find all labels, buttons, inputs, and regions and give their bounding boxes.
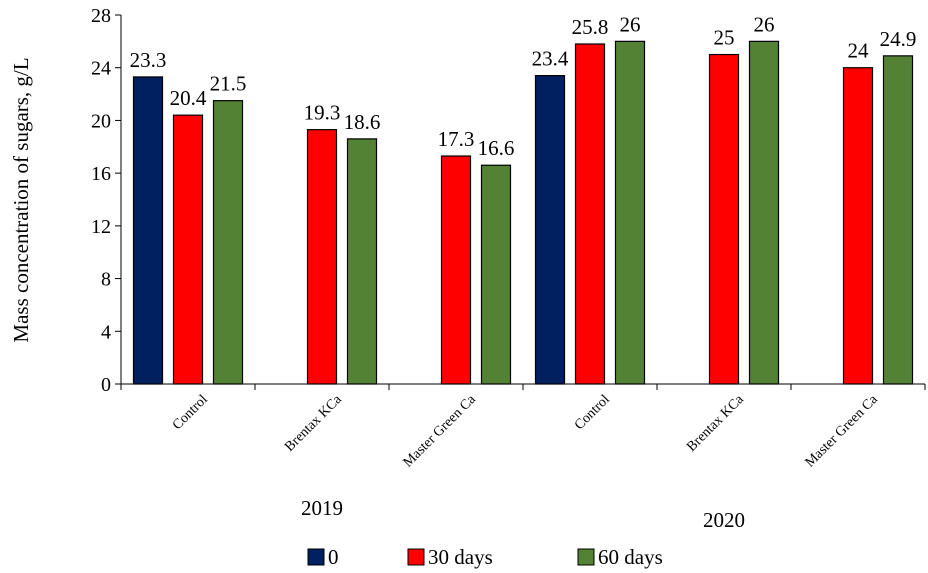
data-label: 16.6	[478, 136, 515, 160]
bar-0-control-3	[534, 75, 566, 385]
group-labels: 2019 2020	[301, 496, 745, 532]
y-tick-label: 12	[91, 216, 111, 238]
y-axis-title: Mass concentration of sugars, g/L	[9, 57, 33, 342]
legend-label-60-days: 60 days	[598, 545, 663, 569]
legend: 0 30 days 60 days	[307, 545, 663, 569]
data-label: 20.4	[170, 86, 207, 110]
legend-label-0: 0	[328, 545, 339, 569]
x-axis	[120, 383, 926, 390]
bar-60-days-brentax-kca-1	[346, 138, 378, 385]
y-tick-label: 0	[101, 374, 111, 396]
y-tick-label: 8	[101, 269, 111, 291]
category-label-master-green-ca: Master Green Ca	[803, 392, 882, 471]
bar-60-days-brentax-kca-4	[748, 40, 780, 385]
group-label-2020: 2020	[703, 508, 745, 532]
data-label: 26	[620, 12, 641, 36]
category-label-brentax-kca: Brentax KCa	[684, 392, 747, 455]
bar-60-days-master-green-ca-5	[882, 55, 914, 385]
bar-30-days-control-0	[172, 114, 204, 385]
data-label: 25	[714, 26, 735, 50]
bar-0-control-0	[132, 76, 164, 385]
legend-label-30-days: 30 days	[428, 545, 493, 569]
category-label-master-green-ca: Master Green Ca	[401, 392, 480, 471]
bar-30-days-master-green-ca-5	[842, 67, 874, 385]
category-label-control: Control	[170, 392, 211, 433]
y-tick-label: 28	[91, 5, 111, 27]
bar-60-days-control-3	[614, 40, 646, 385]
data-labels: 23.320.421.5 19.3 18.6 17.3 16.6 23.425.8 26 25…	[130, 12, 917, 160]
category-label-control: Control	[572, 392, 613, 433]
data-label: 24	[848, 39, 870, 63]
y-tick-label: 4	[101, 321, 111, 343]
data-label: 18.6	[344, 110, 381, 134]
bar-60-days-master-green-ca-2	[480, 164, 512, 385]
legend-swatch-0	[307, 548, 325, 566]
bars	[132, 40, 914, 385]
y-tick-label: 16	[91, 163, 111, 185]
legend-swatch-60-days	[577, 548, 595, 566]
data-label: 19.3	[304, 101, 341, 125]
category-labels: Control Brentax KCa Master Green Ca Control…	[170, 392, 881, 471]
data-label: 21.5	[210, 72, 247, 96]
bar-30-days-control-3	[574, 43, 606, 385]
bar-60-days-control-0	[212, 100, 244, 385]
group-label-2019: 2019	[301, 496, 343, 520]
data-label: 17.3	[438, 127, 475, 151]
data-label: 23.4	[532, 47, 569, 71]
y-tick-label: 20	[91, 110, 111, 132]
data-label: 23.3	[130, 48, 167, 72]
bar-30-days-master-green-ca-2	[440, 155, 472, 385]
data-label: 25.8	[572, 15, 609, 39]
y-axis-title-group: Mass concentration of sugars, g/L	[9, 57, 33, 342]
legend-swatch-30-days	[407, 548, 425, 566]
y-tick-label: 24	[91, 58, 111, 80]
bar-30-days-brentax-kca-4	[708, 53, 740, 385]
y-axis: 0 4 8 12 16 20 24 28	[91, 5, 122, 396]
data-label: 26	[754, 12, 775, 36]
bar-30-days-brentax-kca-1	[306, 129, 338, 385]
data-label: 24.9	[880, 27, 917, 51]
category-label-brentax-kca: Brentax KCa	[282, 392, 345, 455]
